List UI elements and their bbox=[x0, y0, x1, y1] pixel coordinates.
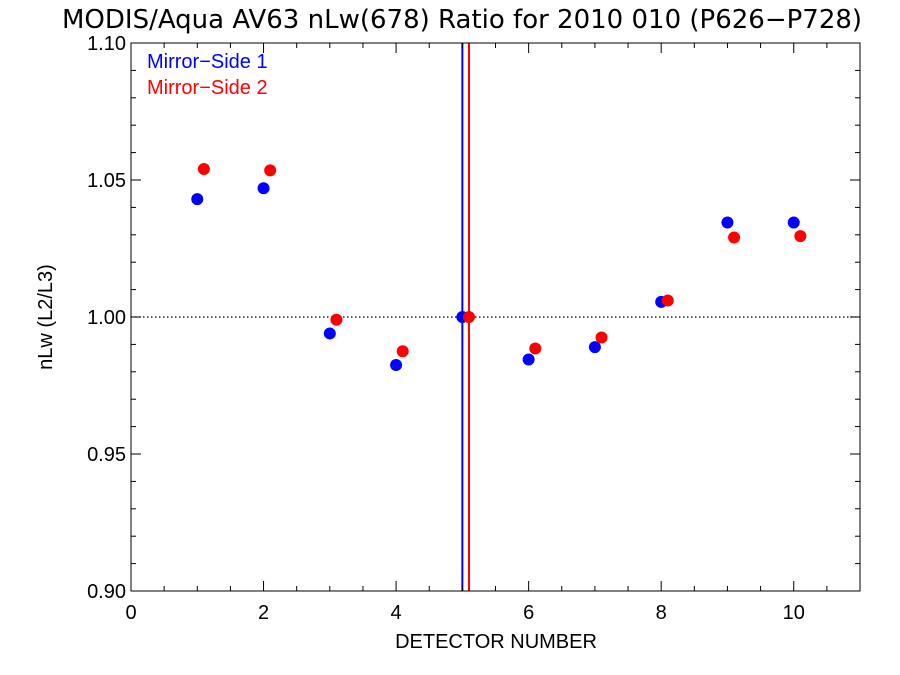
series-2-point bbox=[728, 231, 741, 244]
x-tick-label: 10 bbox=[783, 602, 805, 624]
series-2-point bbox=[794, 230, 807, 243]
x-tick-label: 6 bbox=[523, 602, 534, 624]
series-2-point bbox=[529, 342, 542, 355]
series-2-point bbox=[462, 311, 475, 323]
chart-title: MODIS/Aqua AV63 nLw(678) Ratio for 2010 … bbox=[62, 5, 862, 35]
y-tick-label: 1.00 bbox=[87, 307, 126, 329]
legend-entry-series-2: Mirror−Side 2 bbox=[147, 77, 268, 99]
series-2-point bbox=[661, 294, 674, 307]
series-1-point bbox=[522, 353, 535, 366]
x-tick-label: 0 bbox=[125, 602, 136, 624]
x-tick-label: 8 bbox=[656, 602, 667, 624]
series-1-point bbox=[191, 193, 204, 206]
y-tick-label: 1.05 bbox=[87, 170, 126, 192]
x-tick-label: 4 bbox=[391, 602, 402, 624]
series-1-point bbox=[721, 216, 734, 229]
series-2-point bbox=[396, 345, 409, 358]
series-1-point bbox=[323, 327, 336, 340]
series-2-point bbox=[330, 313, 343, 326]
plot-area bbox=[131, 43, 860, 591]
series-2-point bbox=[595, 331, 608, 344]
y-axis-label: nLw (L2/L3) bbox=[35, 264, 57, 370]
series-2-point bbox=[264, 164, 277, 177]
series-1-point bbox=[390, 358, 403, 371]
series-1-point bbox=[787, 216, 800, 229]
series-1-point bbox=[257, 182, 270, 195]
legend-entry-series-1: Mirror−Side 1 bbox=[147, 51, 268, 73]
y-tick-label: 1.10 bbox=[87, 33, 126, 55]
x-tick-label: 2 bbox=[258, 602, 269, 624]
y-tick-label: 0.90 bbox=[87, 581, 126, 603]
y-tick-label: 0.95 bbox=[87, 444, 126, 466]
series-1-point bbox=[588, 341, 601, 354]
series-2-point bbox=[197, 163, 210, 176]
x-axis-label: DETECTOR NUMBER bbox=[395, 631, 597, 653]
